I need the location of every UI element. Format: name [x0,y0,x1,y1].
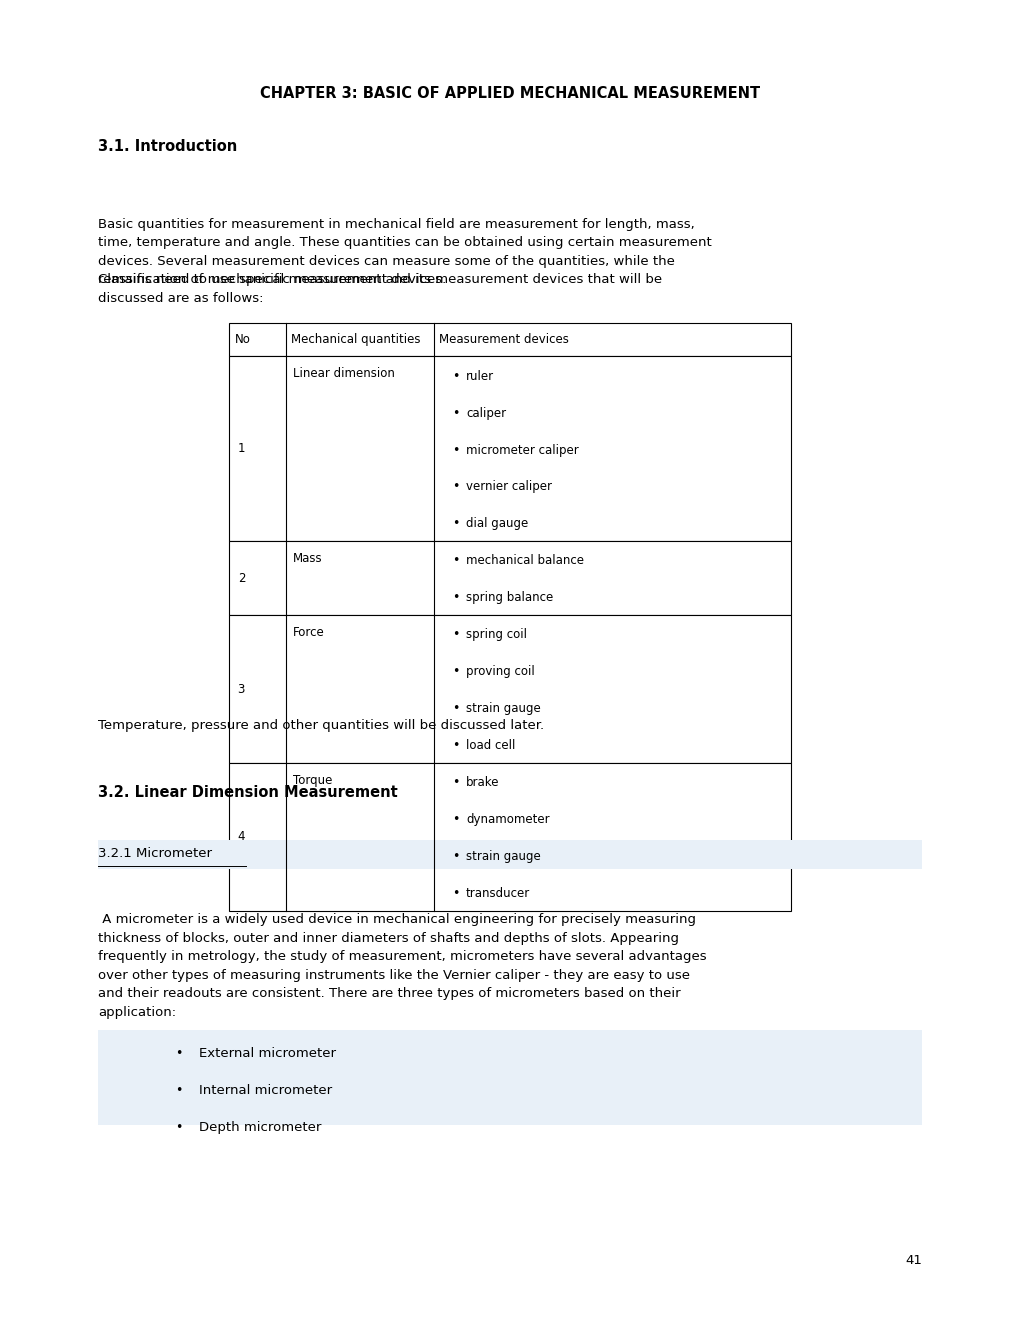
Text: 3.1. Introduction: 3.1. Introduction [98,139,237,153]
Text: Linear dimension: Linear dimension [292,367,394,380]
Text: •: • [451,628,460,642]
Text: mechanical balance: mechanical balance [466,554,584,568]
Text: 3.2.1 Micrometer: 3.2.1 Micrometer [98,847,212,861]
Text: Mechanical quantities: Mechanical quantities [290,334,420,346]
Text: dynamometer: dynamometer [466,813,549,826]
Bar [229,541,790,615]
Text: •: • [451,517,460,531]
Bar [229,323,790,356]
Text: Basic quantities for measurement in mechanical field are measurement for length,: Basic quantities for measurement in mech… [98,218,711,286]
Text: •: • [451,370,460,383]
Text: strain gauge: strain gauge [466,850,540,863]
Text: micrometer caliper: micrometer caliper [466,444,579,457]
Text: dial gauge: dial gauge [466,517,528,531]
Text: •: • [451,480,460,494]
Text: •: • [451,739,460,752]
Text: 41: 41 [904,1254,921,1267]
Text: Measurement devices: Measurement devices [438,334,568,346]
Text: Classification of mechanical measurement and its measurement devices that will b: Classification of mechanical measurement… [98,273,661,305]
Bar [98,1030,921,1125]
Text: External micrometer: External micrometer [199,1047,335,1060]
Text: strain gauge: strain gauge [466,702,540,715]
Bar [229,615,790,763]
Text: CHAPTER 3: BASIC OF APPLIED MECHANICAL MEASUREMENT: CHAPTER 3: BASIC OF APPLIED MECHANICAL M… [260,86,759,100]
Text: transducer: transducer [466,887,530,900]
Text: •: • [451,407,460,420]
Text: •: • [174,1084,182,1097]
Text: •: • [451,887,460,900]
Text: •: • [174,1121,182,1134]
Text: Mass: Mass [292,552,322,565]
Text: •: • [451,702,460,715]
Text: caliper: caliper [466,407,505,420]
Text: Temperature, pressure and other quantities will be discussed later.: Temperature, pressure and other quantiti… [98,719,543,733]
Text: A micrometer is a widely used device in mechanical engineering for precisely mea: A micrometer is a widely used device in … [98,913,706,1019]
Text: vernier caliper: vernier caliper [466,480,551,494]
Text: •: • [451,813,460,826]
Text: 3: 3 [237,682,245,696]
Text: 4: 4 [237,830,245,843]
Text: •: • [174,1047,182,1060]
Text: No: No [234,334,251,346]
Text: spring coil: spring coil [466,628,527,642]
Text: •: • [451,554,460,568]
Text: Torque: Torque [292,774,332,787]
Bar [98,840,921,869]
Bar [229,763,790,911]
Text: brake: brake [466,776,499,789]
Text: •: • [451,444,460,457]
Text: load cell: load cell [466,739,515,752]
Text: Internal micrometer: Internal micrometer [199,1084,332,1097]
Text: •: • [451,850,460,863]
Text: 3.2. Linear Dimension Measurement: 3.2. Linear Dimension Measurement [98,785,397,800]
Text: ruler: ruler [466,370,494,383]
Text: 1: 1 [237,442,245,455]
Text: proving coil: proving coil [466,665,534,678]
Text: Depth micrometer: Depth micrometer [199,1121,321,1134]
Text: •: • [451,776,460,789]
Text: •: • [451,591,460,605]
Text: •: • [451,665,460,678]
Bar [229,356,790,541]
Text: Force: Force [292,626,324,639]
Text: 2: 2 [237,572,245,585]
Text: spring balance: spring balance [466,591,553,605]
